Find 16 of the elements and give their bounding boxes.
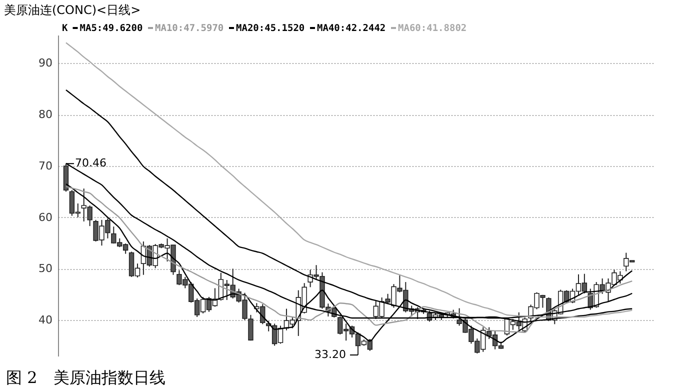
y-tick-label: 70 bbox=[38, 159, 52, 172]
y-tick-label: 90 bbox=[38, 56, 52, 70]
y-tick-label: 50 bbox=[38, 262, 52, 276]
chart-title: 美原油连(CONC)<日线> bbox=[4, 3, 141, 17]
y-tick-label: 80 bbox=[38, 108, 52, 122]
legend-label: MA60:41.8802 bbox=[398, 23, 467, 34]
legend-label: MA5:49.6200 bbox=[80, 23, 143, 34]
y-tick-label: 60 bbox=[38, 210, 52, 224]
caption: 图 2 美原油指数日线 bbox=[6, 368, 166, 387]
text: K bbox=[62, 23, 68, 34]
annotation: 33.20 bbox=[314, 348, 346, 361]
legend-label: MA10:47.5970 bbox=[155, 23, 224, 34]
annotation: 70.46 bbox=[74, 156, 106, 170]
legend-label: MA40:42.2442 bbox=[317, 23, 386, 34]
y-tick-label: 40 bbox=[38, 314, 52, 327]
legend-label: MA20:45.1520 bbox=[236, 23, 305, 34]
